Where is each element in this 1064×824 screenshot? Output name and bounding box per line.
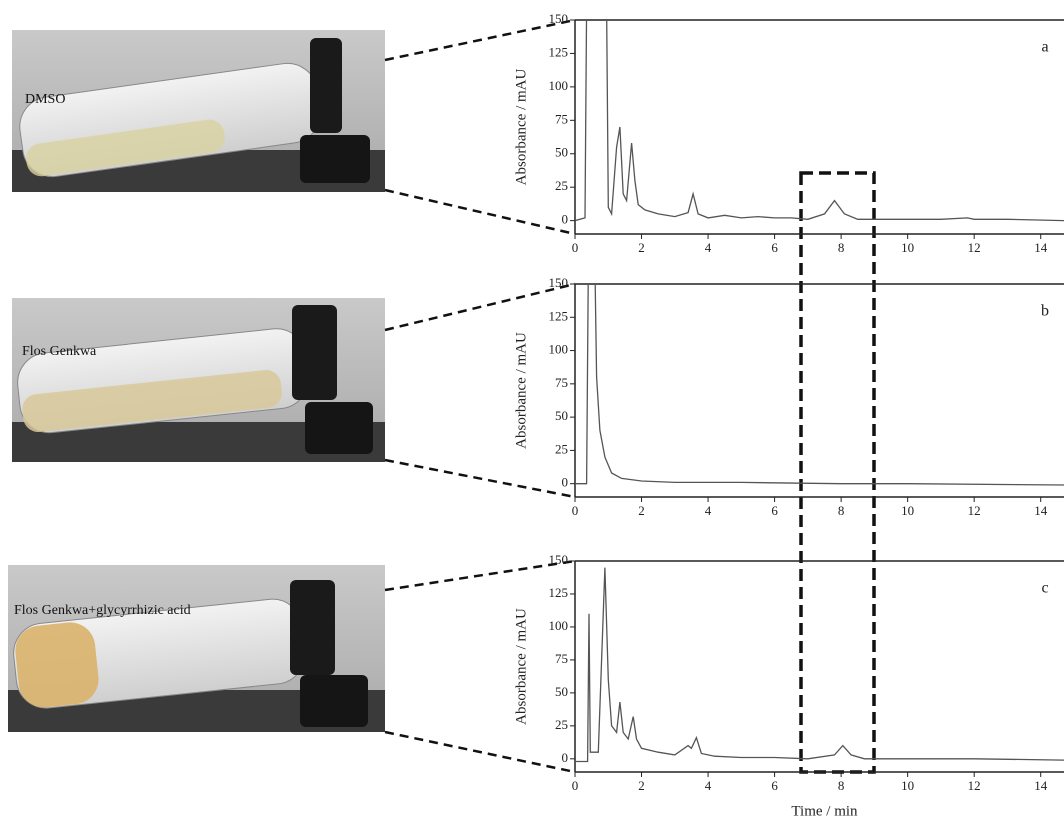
y-tick-label: 0	[562, 475, 569, 490]
photo-c	[8, 565, 385, 732]
y-axis-title: Absorbance / mAU	[513, 332, 529, 449]
connectors	[384, 18, 876, 774]
x-tick-label: 8	[838, 503, 845, 518]
panel-letter: c	[1041, 580, 1048, 597]
x-tick-label: 8	[838, 240, 845, 255]
y-tick-label: 25	[555, 717, 568, 732]
x-tick-label: 2	[638, 778, 645, 793]
x-tick-label: 0	[572, 240, 579, 255]
x-tick-label: 6	[771, 240, 778, 255]
x-tick-label: 6	[771, 503, 778, 518]
y-axis-title: Absorbance / mAU	[513, 608, 529, 725]
y-tick-label: 25	[555, 178, 568, 193]
y-tick-label: 100	[549, 78, 569, 93]
y-axis-title: Absorbance / mAU	[513, 69, 529, 186]
x-tick-label: 12	[968, 240, 981, 255]
x-tick-label: 4	[705, 240, 712, 255]
x-tick-label: 12	[968, 778, 981, 793]
y-tick-label: 100	[549, 618, 569, 633]
y-tick-label: 50	[555, 145, 568, 160]
x-tick-label: 12	[968, 503, 981, 518]
y-tick-label: 75	[555, 375, 568, 390]
y-tick-label: 50	[555, 684, 568, 699]
x-tick-label: 10	[901, 503, 914, 518]
y-tick-label: 75	[555, 111, 568, 126]
photo-a	[12, 30, 385, 192]
x-tick-label: 8	[838, 778, 845, 793]
y-tick-label: 125	[549, 44, 569, 59]
y-tick-label: 0	[562, 750, 569, 765]
x-tick-label: 14	[1034, 240, 1048, 255]
y-tick-label: 25	[555, 441, 568, 456]
x-tick-label: 2	[638, 503, 645, 518]
chromatogram-line	[575, 20, 1064, 222]
photo-b	[12, 298, 385, 462]
y-tick-label: 150	[549, 275, 569, 290]
y-tick-label: 50	[555, 408, 568, 423]
y-tick-label: 100	[549, 342, 569, 357]
chromatogram-line	[575, 284, 1064, 486]
sample-label: DMSO	[25, 92, 65, 107]
y-tick-label: 0	[562, 212, 569, 227]
x-tick-label: 14	[1034, 778, 1048, 793]
sample-label: Flos Genkwa+glycyrrhizic acid	[14, 603, 191, 618]
chromatogram-line	[575, 567, 1064, 763]
x-tick-label: 4	[705, 503, 712, 518]
y-tick-label: 150	[549, 11, 569, 26]
sample-label: Flos Genkwa	[22, 344, 97, 359]
x-tick-label: 4	[705, 778, 712, 793]
x-tick-label: 10	[901, 240, 914, 255]
panel-letter: b	[1041, 303, 1049, 320]
x-tick-label: 2	[638, 240, 645, 255]
y-tick-label: 125	[549, 585, 569, 600]
x-tick-label: 6	[771, 778, 778, 793]
y-tick-label: 125	[549, 308, 569, 323]
x-tick-label: 14	[1034, 503, 1048, 518]
x-tick-label: 10	[901, 778, 914, 793]
panel-letter: a	[1041, 39, 1048, 56]
x-tick-label: 0	[572, 503, 579, 518]
x-axis-title: Time / min	[791, 803, 858, 819]
y-tick-label: 75	[555, 651, 568, 666]
y-tick-label: 150	[549, 552, 569, 567]
x-tick-label: 0	[572, 778, 579, 793]
